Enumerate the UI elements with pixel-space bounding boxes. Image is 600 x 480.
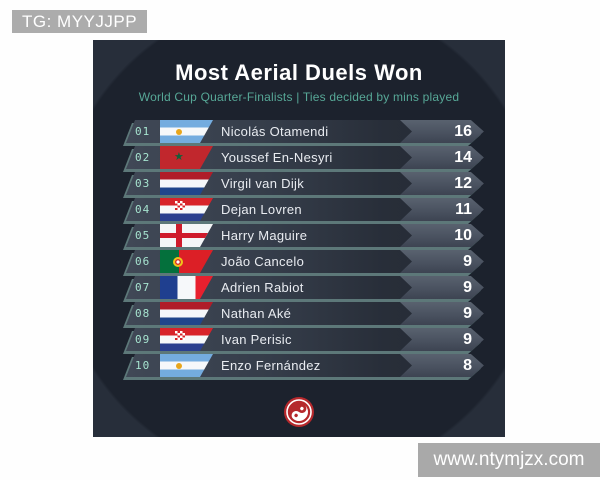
table-row: 10 Enzo Fernández 8 [126, 354, 484, 377]
value-badge: 12 [400, 172, 484, 195]
player-name: Nathan Aké [221, 306, 292, 321]
value-label: 8 [463, 357, 472, 374]
value-badge: 9 [400, 276, 484, 299]
value-label: 9 [463, 279, 472, 296]
table-row: 09 Ivan Perisic 9 [126, 328, 484, 351]
value-label: 11 [455, 201, 472, 218]
value-label: 12 [454, 175, 472, 192]
value-badge: 14 [400, 146, 484, 169]
flag-france-icon [160, 276, 213, 299]
player-name: Enzo Fernández [221, 358, 321, 373]
row-background: 02 Youssef En-Nesyri 14 [126, 146, 484, 169]
value-label: 9 [463, 331, 472, 348]
rank-label: 10 [135, 359, 151, 372]
value-badge: 9 [400, 328, 484, 351]
row-background: 07 Adrien Rabiot 9 [126, 276, 484, 299]
player-name: Dejan Lovren [221, 202, 302, 217]
rank-label: 03 [135, 177, 151, 190]
leaderboard: 01 Nicolás Otamendi 16 02 Youssef En-Nes… [126, 120, 484, 380]
player-name: João Cancelo [221, 254, 305, 269]
flag-netherlands-icon [160, 172, 213, 195]
row-background: 08 Nathan Aké 9 [126, 302, 484, 325]
row-background: 05 Harry Maguire 10 [126, 224, 484, 247]
value-label: 10 [454, 227, 472, 244]
brand-logo-icon [284, 397, 314, 427]
rank-label: 08 [135, 307, 151, 320]
flag-morocco-icon [160, 146, 213, 169]
rank-label: 06 [135, 255, 151, 268]
flag-croatia-icon [160, 328, 213, 351]
player-name: Virgil van Dijk [221, 176, 305, 191]
row-background: 04 Dejan Lovren 11 [126, 198, 484, 221]
flag-portugal-icon [160, 250, 213, 273]
row-background: 06 João Cancelo 9 [126, 250, 484, 273]
flag-netherlands-icon [160, 302, 213, 325]
flag-argentina-icon [160, 120, 213, 143]
value-badge: 8 [400, 354, 484, 377]
value-badge: 9 [400, 302, 484, 325]
tg-badge: TG: MYYJJPP [12, 10, 148, 33]
table-row: 06 João Cancelo 9 [126, 250, 484, 273]
flag-argentina-icon [160, 354, 213, 377]
flag-croatia-icon [160, 198, 213, 221]
value-badge: 10 [400, 224, 484, 247]
table-row: 03 Virgil van Dijk 12 [126, 172, 484, 195]
watermark: www.ntymjzx.com [418, 443, 600, 477]
stat-card: Most Aerial Duels Won World Cup Quarter-… [93, 40, 505, 437]
value-label: 14 [454, 149, 472, 166]
swirl-icon [284, 397, 314, 427]
value-badge: 16 [400, 120, 484, 143]
subtitle: World Cup Quarter-Finalists | Ties decid… [138, 90, 460, 104]
rank-label: 05 [135, 229, 151, 242]
table-row: 01 Nicolás Otamendi 16 [126, 120, 484, 143]
value-label: 9 [463, 253, 472, 270]
table-row: 08 Nathan Aké 9 [126, 302, 484, 325]
rank-label: 02 [135, 151, 151, 164]
player-name: Nicolás Otamendi [221, 124, 329, 139]
value-label: 16 [454, 123, 472, 140]
rank-label: 07 [135, 281, 151, 294]
page-title: Most Aerial Duels Won [175, 60, 423, 85]
row-background: 10 Enzo Fernández 8 [126, 354, 484, 377]
row-background: 09 Ivan Perisic 9 [126, 328, 484, 351]
value-badge: 11 [400, 198, 484, 221]
player-name: Harry Maguire [221, 228, 308, 243]
player-name: Youssef En-Nesyri [221, 150, 333, 165]
table-row: 04 Dejan Lovren 11 [126, 198, 484, 221]
row-background: 01 Nicolás Otamendi 16 [126, 120, 484, 143]
table-row: 02 Youssef En-Nesyri 14 [126, 146, 484, 169]
row-background: 03 Virgil van Dijk 12 [126, 172, 484, 195]
flag-england-icon [160, 224, 213, 247]
player-name: Adrien Rabiot [221, 280, 304, 295]
value-label: 9 [463, 305, 472, 322]
rank-label: 01 [135, 125, 151, 138]
rank-label: 09 [135, 333, 151, 346]
table-row: 05 Harry Maguire 10 [126, 224, 484, 247]
player-name: Ivan Perisic [221, 332, 292, 347]
rank-label: 04 [135, 203, 151, 216]
value-badge: 9 [400, 250, 484, 273]
table-row: 07 Adrien Rabiot 9 [126, 276, 484, 299]
